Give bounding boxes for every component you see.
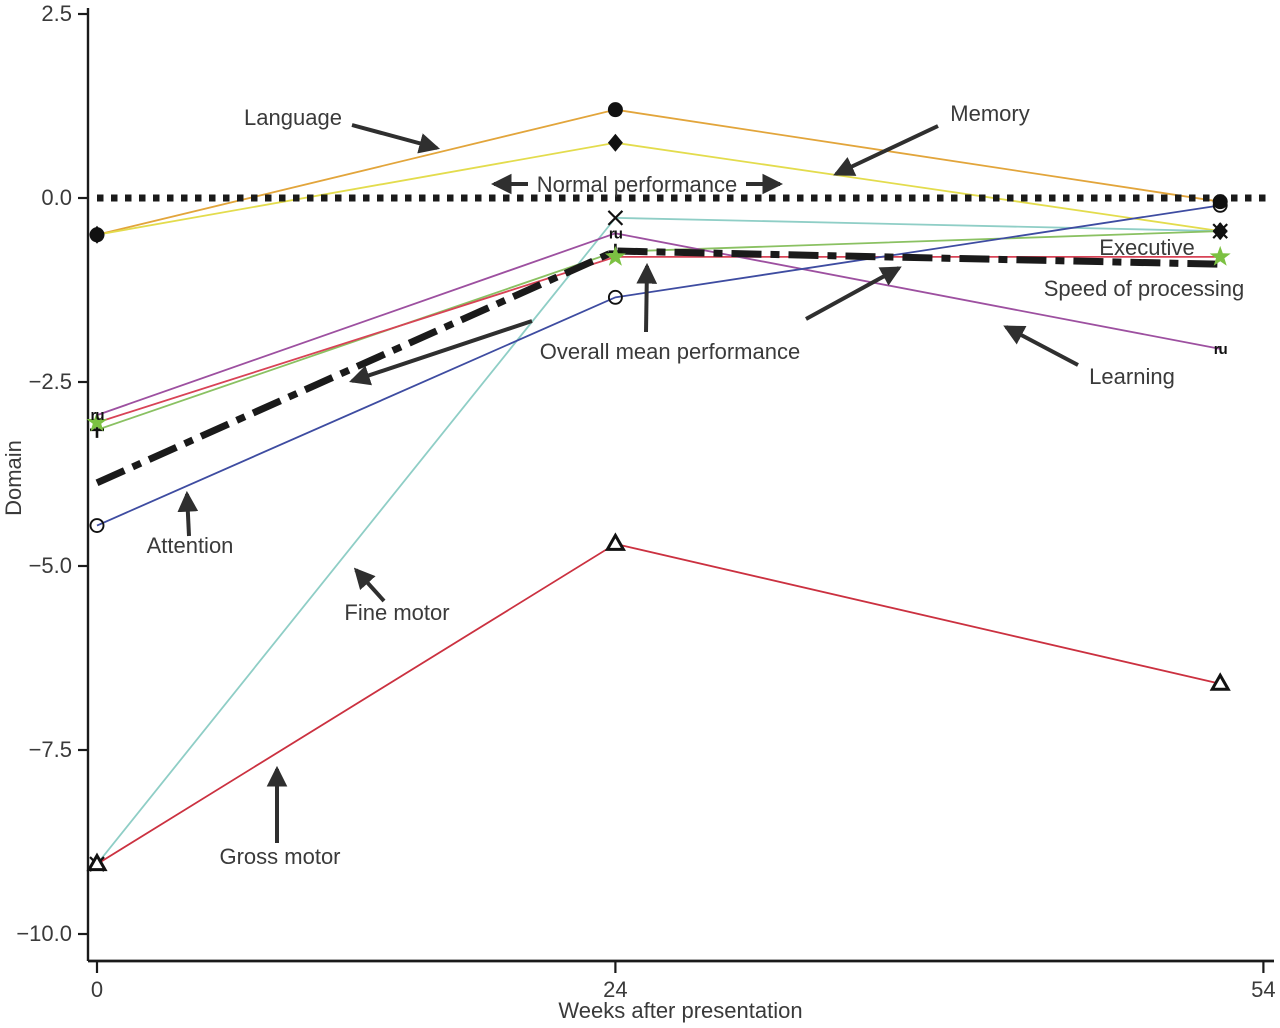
y-tick-label: −7.5 [29, 737, 72, 762]
y-axis-label: Domain [1, 440, 26, 516]
fine-motor-line [96, 216, 1221, 865]
attention-label: Attention [147, 533, 234, 558]
y-tick-label: −2.5 [29, 369, 72, 394]
normal-performance-label: Normal performance [537, 172, 738, 197]
memory-arrow [833, 124, 939, 176]
fine-motor-marker [607, 210, 624, 226]
fine-motor-arrow [353, 567, 386, 603]
annotations: Language Memory Normal performance Overall … [147, 101, 1245, 869]
memory-label: Memory [950, 101, 1029, 126]
fine-motor-label: Fine motor [344, 600, 449, 625]
speed-of-processing-marker [86, 411, 108, 432]
y-tick-label: 2.5 [41, 1, 72, 26]
x-tick-label: 54 [1251, 977, 1275, 1002]
overall-mean-line [95, 247, 1221, 487]
language-marker [89, 225, 105, 244]
speed-of-processing-marker [604, 245, 626, 266]
memory-marker [1212, 194, 1228, 210]
speed-of-processing-arrow [805, 266, 902, 321]
attention-marker [1212, 197, 1228, 213]
gross-motor-marker [86, 852, 108, 872]
executive-label: Executive [1099, 235, 1194, 260]
y-tick-label: −5.0 [29, 553, 72, 578]
x-axis-label: Weeks after presentation [558, 998, 803, 1023]
language-label: Language [244, 105, 342, 130]
x-tick-label: 24 [603, 977, 627, 1002]
attention-marker [89, 518, 105, 533]
speed-of-processing-marker [1209, 245, 1231, 266]
series-lines [96, 108, 1221, 865]
gross-motor-marker [604, 532, 626, 551]
gross-motor-marker [1209, 672, 1231, 691]
learning-marker: ru [91, 407, 105, 424]
overall-mean-arrow [636, 262, 658, 333]
executive-marker [1213, 223, 1228, 240]
memory-marker [607, 102, 623, 118]
learning-arrow [1003, 325, 1079, 367]
language-arrow [351, 123, 441, 154]
series-markers: ru ru ru [86, 102, 1231, 872]
x-tick-label: 0 [91, 977, 103, 1002]
gross-motor-line [96, 542, 1221, 865]
speed-of-processing-label: Speed of processing [1044, 276, 1245, 301]
gross-motor-label: Gross motor [219, 844, 340, 869]
learning-marker: ru [1214, 341, 1228, 358]
learning-label: Learning [1089, 364, 1175, 389]
executive-line [96, 230, 1221, 431]
axes: 2.5 0.0 −2.5 −5.0 −7.5 −10.0 0 24 54 [16, 1, 1275, 1002]
learning-line [96, 232, 1221, 416]
attention-line [96, 204, 1221, 527]
y-tick-label: 0.0 [41, 185, 72, 210]
attention-arrow [177, 490, 199, 537]
overall-mean-label: Overall mean performance [540, 339, 800, 364]
language-marker [607, 133, 623, 152]
y-tick-label: −10.0 [16, 921, 72, 946]
attention-marker [607, 289, 623, 305]
overall-mean-arrow [349, 319, 533, 386]
learning-marker: ru [609, 225, 623, 242]
